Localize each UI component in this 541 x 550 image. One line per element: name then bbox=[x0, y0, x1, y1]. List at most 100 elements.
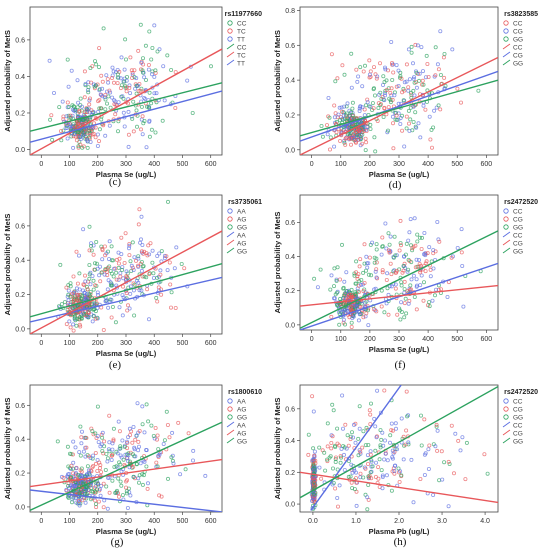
data-point bbox=[128, 91, 133, 96]
data-point bbox=[66, 298, 71, 303]
data-point bbox=[76, 293, 81, 298]
data-point bbox=[135, 401, 140, 406]
data-point bbox=[87, 272, 92, 277]
data-point bbox=[398, 243, 403, 248]
data-point bbox=[384, 277, 389, 282]
data-point bbox=[354, 67, 359, 72]
data-point bbox=[384, 473, 389, 478]
data-point bbox=[357, 109, 362, 114]
data-point bbox=[120, 438, 125, 443]
data-point bbox=[408, 117, 413, 122]
y-tick-label: 0.2 bbox=[285, 470, 295, 477]
data-point bbox=[310, 394, 315, 399]
data-point bbox=[407, 128, 412, 133]
data-point bbox=[122, 260, 127, 265]
data-point bbox=[327, 455, 332, 460]
data-point bbox=[407, 258, 412, 263]
data-point bbox=[49, 113, 54, 118]
y-axis-title: Adjusted probability of MetS bbox=[273, 212, 282, 314]
data-point bbox=[143, 43, 148, 48]
data-point bbox=[349, 324, 354, 329]
fit-line-cc bbox=[300, 262, 498, 330]
data-point bbox=[94, 302, 99, 307]
y-tick-label: 0.4 bbox=[15, 258, 25, 265]
x-tick-label: 0 bbox=[310, 161, 314, 168]
x-tick-label: 500 bbox=[451, 161, 463, 168]
data-point bbox=[364, 311, 369, 316]
data-point bbox=[362, 63, 367, 68]
data-point bbox=[110, 304, 115, 309]
data-point bbox=[442, 460, 447, 465]
data-point bbox=[403, 442, 408, 447]
data-point bbox=[334, 119, 339, 124]
data-point bbox=[344, 308, 349, 313]
data-point bbox=[118, 444, 123, 449]
data-point bbox=[332, 443, 337, 448]
data-point bbox=[435, 219, 440, 224]
data-point bbox=[111, 258, 116, 263]
data-point bbox=[397, 248, 402, 253]
data-point bbox=[353, 440, 358, 445]
data-point bbox=[418, 476, 423, 481]
data-point bbox=[404, 126, 409, 131]
data-point bbox=[109, 244, 114, 249]
data-point bbox=[319, 124, 324, 129]
data-point bbox=[95, 434, 100, 439]
data-point bbox=[407, 77, 412, 82]
data-point bbox=[170, 430, 175, 435]
legend-title: rs2472520 bbox=[504, 199, 538, 206]
data-point bbox=[344, 111, 349, 116]
data-point bbox=[333, 455, 338, 460]
data-point bbox=[408, 217, 413, 222]
data-point bbox=[363, 268, 368, 273]
data-point bbox=[152, 91, 157, 96]
data-point bbox=[125, 505, 130, 510]
data-point bbox=[406, 121, 411, 126]
data-point bbox=[142, 459, 147, 464]
legend-marker bbox=[227, 406, 233, 412]
scatter-points bbox=[319, 29, 481, 154]
data-point bbox=[116, 476, 121, 481]
data-point bbox=[320, 134, 325, 139]
data-point bbox=[376, 476, 381, 481]
data-point bbox=[68, 306, 73, 311]
data-point bbox=[70, 113, 75, 118]
data-point bbox=[370, 101, 375, 106]
data-point bbox=[374, 260, 379, 265]
data-point bbox=[134, 76, 139, 81]
fit-line-gg bbox=[30, 421, 222, 511]
data-point bbox=[71, 322, 76, 327]
legend-label: CC bbox=[513, 399, 523, 406]
data-point bbox=[87, 102, 92, 107]
legend-marker bbox=[227, 36, 233, 42]
data-point bbox=[415, 43, 420, 48]
data-point bbox=[111, 437, 116, 442]
legend-label: CG bbox=[513, 53, 523, 60]
data-point bbox=[414, 277, 419, 282]
data-point bbox=[93, 316, 98, 321]
data-point bbox=[97, 106, 102, 111]
data-point bbox=[57, 304, 62, 309]
data-point bbox=[81, 282, 86, 287]
data-point bbox=[108, 90, 113, 95]
data-point bbox=[402, 315, 407, 320]
data-point bbox=[386, 105, 391, 110]
data-point bbox=[125, 75, 130, 80]
data-point bbox=[361, 429, 366, 434]
x-tick-label: 1.0 bbox=[351, 518, 361, 525]
y-tick-label: 0.4 bbox=[15, 437, 25, 444]
data-point bbox=[333, 79, 338, 84]
data-point bbox=[87, 472, 92, 477]
data-point bbox=[430, 298, 435, 303]
data-point bbox=[352, 273, 357, 278]
data-point bbox=[76, 472, 81, 477]
data-point bbox=[154, 295, 159, 300]
data-point bbox=[395, 312, 400, 317]
data-point bbox=[146, 63, 151, 68]
data-point bbox=[369, 458, 374, 463]
data-point bbox=[435, 428, 440, 433]
data-point bbox=[380, 430, 385, 435]
y-tick-label: 0.6 bbox=[15, 403, 25, 410]
data-point bbox=[127, 246, 132, 251]
data-point bbox=[366, 272, 371, 277]
